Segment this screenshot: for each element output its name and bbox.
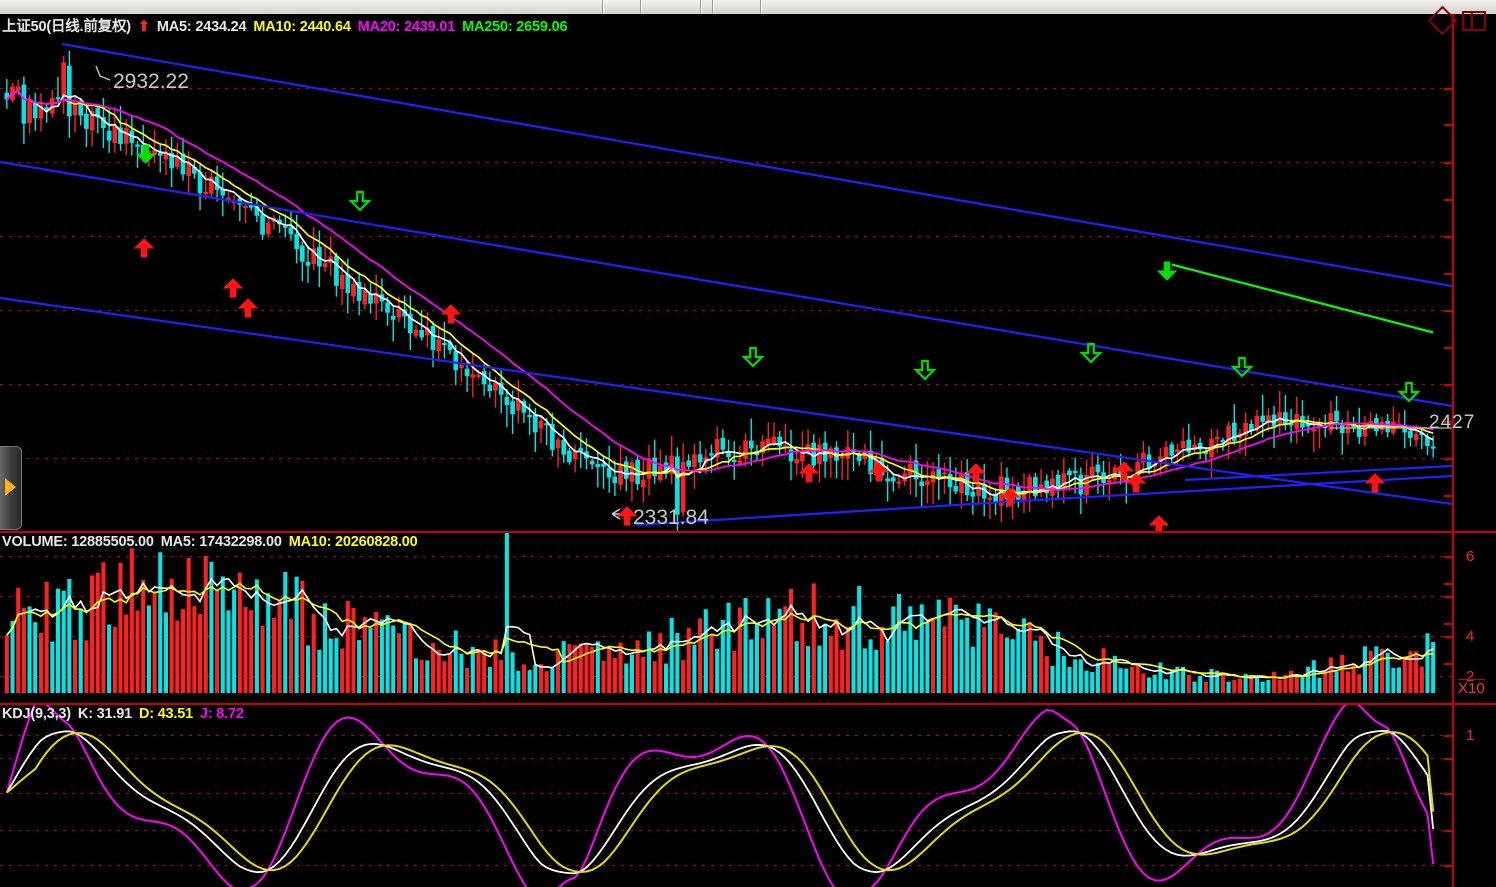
gridline [0, 162, 1452, 163]
ma250-label: MA250: 2659.06 [462, 19, 568, 35]
kdj-title: KDJ(9,3,3) [2, 706, 71, 722]
gridline [0, 310, 1452, 311]
kdj-k-label: K: 31.91 [77, 706, 132, 722]
axis-tick [1444, 793, 1453, 795]
axis-tick [1444, 273, 1453, 275]
toolbar-separator [712, 0, 713, 14]
volume-ma5-label: MA5: 17432298.00 [160, 534, 282, 550]
axis-tick [1444, 495, 1453, 497]
volume-axis-multiplier: X10 [1458, 679, 1485, 697]
gridline [0, 88, 1452, 89]
gridline [0, 636, 1452, 637]
gridline [0, 236, 1452, 237]
left-panel-expand-handle[interactable] [0, 446, 22, 530]
axis-tick [1444, 384, 1453, 386]
volume-panel-header: VOLUME: 12885505.00 MA5: 17432298.00 MA10:… [2, 534, 425, 550]
price-chart-panel[interactable]: 上证50(日线.前复权) ⬆ MA5: 2434.24 MA10: 2440.64 MA… [0, 14, 1496, 533]
ma20-label: MA20: 2439.01 [357, 19, 456, 35]
gridline [0, 384, 1452, 385]
axis-tick [1444, 596, 1453, 598]
axis-tick [1444, 124, 1453, 126]
axis-tick [1444, 865, 1453, 867]
axis-tick [1444, 636, 1453, 638]
volume-plot [4, 533, 1436, 693]
volume-title: VOLUME: 12885505.00 [2, 534, 154, 550]
kdj-plot [5, 705, 1435, 887]
last-price-label: 2427 [1429, 412, 1476, 433]
axis-tick [1444, 556, 1453, 558]
divider-volume-kdj [0, 703, 1496, 705]
gridline [0, 556, 1452, 557]
gridline [0, 735, 1452, 736]
axis-tick [1444, 735, 1453, 737]
top-right-icon-group[interactable] [1427, 5, 1486, 36]
gridline [0, 865, 1452, 866]
axis-tick [1444, 88, 1453, 90]
gridline [0, 830, 1452, 831]
axis-line [1452, 533, 1454, 705]
axis-tick [1444, 830, 1453, 832]
toolbar-separator [760, 0, 761, 14]
toolbar-separator [713, 0, 714, 14]
low-price-label: 2331.84 [633, 506, 709, 529]
price-plot [0, 42, 1453, 533]
axis-label: 4 [1466, 628, 1475, 645]
axis-tick [1444, 347, 1453, 349]
toolbar-separator [641, 0, 642, 14]
axis-tick [1444, 421, 1453, 423]
axis-line [1452, 705, 1454, 887]
gridline [0, 676, 1452, 677]
toolbar-separator [761, 0, 762, 14]
ma5-label: MA5: 2434.24 [156, 19, 247, 35]
up-arrow-red-icon: ⬆ [137, 19, 150, 35]
toolbar-separator [701, 0, 702, 14]
top-toolbar[interactable] [0, 0, 1496, 15]
axis-tick [1444, 623, 1453, 625]
gridline [0, 596, 1452, 597]
kdj-panel-header: KDJ(9,3,3) K: 31.91 D: 43.51 J: 8.72 [2, 706, 251, 722]
kdj-j-label: J: 8.72 [199, 706, 244, 722]
volume-chart-panel[interactable]: VOLUME: 12885505.00 MA5: 17432298.00 MA10:… [0, 533, 1496, 705]
axis-tick [1444, 310, 1453, 312]
expand-triangle-icon [5, 478, 16, 496]
divider-price-volume [0, 531, 1496, 533]
axis-label: 1 [1466, 727, 1475, 744]
split-pane-icon[interactable] [1462, 10, 1486, 31]
axis-tick [1444, 583, 1453, 585]
axis-tick [1444, 458, 1453, 460]
price-panel-header: 上证50(日线.前复权) ⬆ MA5: 2434.24 MA10: 2440.64 MA… [2, 15, 574, 36]
kdj-d-label: D: 43.51 [138, 706, 193, 722]
toolbar-separator [602, 0, 603, 14]
high-price-label: 2932.22 [113, 70, 189, 93]
axis-label: 2 [1466, 668, 1475, 685]
axis-line [1452, 14, 1454, 533]
kdj-chart-panel[interactable]: KDJ(9,3,3) K: 31.91 D: 43.51 J: 8.72 1 [0, 705, 1496, 887]
symbol-label: 上证50(日线.前复权) [2, 19, 131, 35]
axis-tick [1444, 162, 1453, 164]
ma10-label: MA10: 2440.64 [253, 19, 351, 35]
toolbar-separator [603, 0, 604, 14]
axis-tick [1444, 199, 1453, 201]
axis-label: 6 [1466, 548, 1475, 565]
diamond-icon[interactable] [1427, 5, 1458, 36]
axis-tick [1444, 663, 1453, 665]
gridline [0, 458, 1452, 459]
toolbar-separator [640, 0, 641, 14]
axis-tick [1444, 758, 1453, 760]
toolbar-separator [700, 0, 701, 14]
volume-ma10-label: MA10: 20260828.00 [288, 534, 418, 550]
gridline [0, 793, 1452, 794]
axis-tick [1444, 236, 1453, 238]
